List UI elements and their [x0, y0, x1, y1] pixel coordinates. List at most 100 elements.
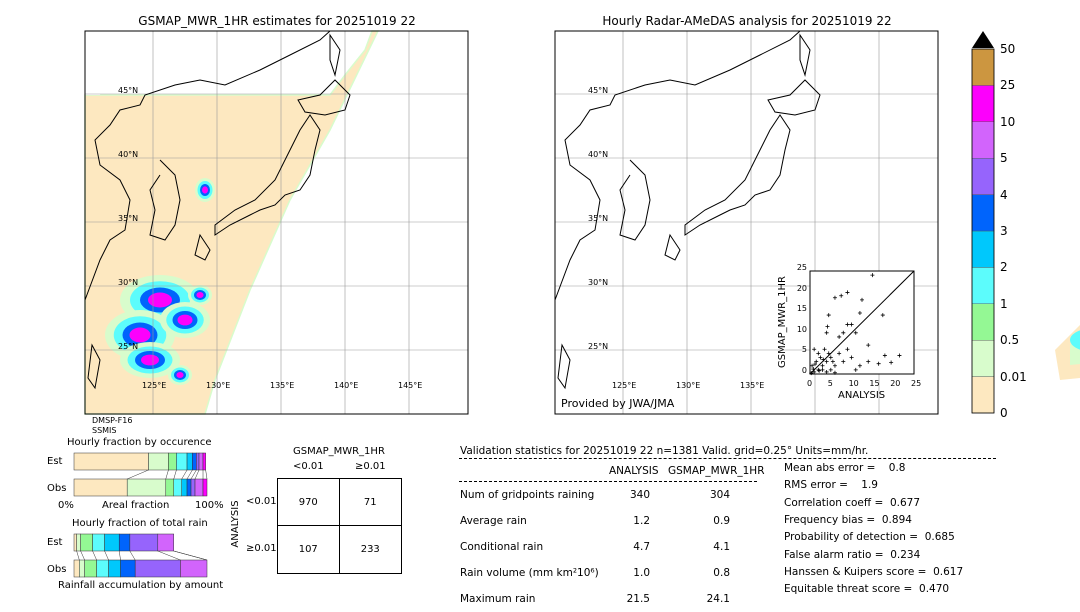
scatter-point	[832, 295, 837, 300]
scatter-point	[828, 355, 833, 360]
scatter-xlabel: ANALYSIS	[838, 390, 886, 401]
row-label-0: <0.01	[246, 496, 277, 507]
coastline	[329, 33, 341, 77]
scatter-point	[824, 359, 829, 364]
occurrence-bar-connector	[205, 469, 208, 480]
occurrence-bar-connector	[173, 469, 177, 480]
occurrence-bar-segment	[176, 452, 188, 471]
coastline	[297, 79, 351, 116]
occurrence-bar-segment	[190, 478, 196, 497]
scatter-point	[816, 351, 821, 356]
colorbar-segment	[971, 340, 995, 377]
scatter-point	[821, 357, 826, 362]
occ-x-min: 0%	[58, 500, 74, 511]
scatter-point	[841, 330, 846, 335]
contingency-title: GSMAP_MWR_1HR	[293, 446, 385, 457]
colorbar-segment	[971, 121, 995, 159]
scatter-point	[839, 293, 844, 298]
scatter-point	[870, 273, 875, 278]
credit-text: Provided by JWA/JMA	[561, 397, 675, 410]
scatter-point	[817, 368, 822, 373]
colorbar-segment	[971, 230, 995, 268]
sensor-type: SSMIS	[92, 426, 117, 435]
scatter-point	[812, 369, 817, 374]
lat-label: 45°N	[588, 86, 609, 95]
row-axis-label: ANALYSIS	[230, 500, 241, 548]
cell-hit: 233	[360, 544, 380, 555]
rain-area	[141, 354, 159, 366]
scatter-point	[820, 363, 825, 368]
coastline	[767, 79, 821, 116]
map-frame	[554, 30, 939, 415]
score-item: Mean abs error = 0.8	[784, 462, 906, 474]
scatter-point	[837, 334, 842, 339]
scatter-xtick: 10	[848, 379, 859, 388]
contingency-table: 970 71 107 233	[277, 478, 402, 574]
rain-area	[202, 186, 208, 194]
rain-area	[196, 292, 204, 298]
scatter-point	[809, 371, 814, 376]
scatter-ylabel: GSMAP_MWR_1HR	[777, 276, 788, 368]
score-item: Frequency bias = 0.894	[784, 513, 912, 526]
lon-label: 145°E	[398, 381, 423, 390]
occurrence-bar-segment	[73, 478, 128, 497]
lon-label: 140°E	[334, 381, 359, 390]
colorbar-tick: 10	[1000, 114, 1016, 129]
occurrence-bar-connector	[181, 469, 188, 480]
coastline	[84, 30, 331, 301]
rain-bar-connector	[129, 550, 136, 561]
score-item: Correlation coeff = 0.677	[784, 496, 920, 509]
scatter-point	[824, 330, 829, 335]
rain-area	[177, 314, 193, 326]
scatter-point	[822, 347, 827, 352]
occurrence-bar-segment	[198, 452, 204, 471]
scatter-point	[832, 370, 837, 375]
scatter-point	[857, 363, 862, 368]
stat-analysis: 340	[629, 489, 650, 501]
coastline	[554, 30, 801, 301]
rain-bar-segment	[76, 533, 81, 552]
rain-bar-segment	[73, 559, 80, 578]
scatter-point	[857, 311, 862, 316]
rain-bar-connector	[104, 550, 109, 561]
coastline	[799, 33, 811, 77]
lon-label: 135°E	[270, 381, 295, 390]
occurrence-bar-segment	[202, 452, 206, 471]
lat-label: 30°N	[118, 278, 139, 287]
scatter-point	[826, 351, 831, 356]
occurrence-bar-segment	[126, 478, 167, 497]
colorbar-tick: 5	[1000, 151, 1008, 166]
rain-bar-connector	[118, 550, 121, 561]
col-gsmap: GSMAP_MWR_1HR	[668, 465, 765, 477]
colorbar-segment	[971, 376, 995, 414]
rain-bar-segment	[120, 559, 136, 578]
cell-false-alarm: 71	[339, 479, 401, 526]
cell-hit-none: 970	[278, 479, 340, 526]
lat-label: 40°N	[118, 150, 139, 159]
scatter-point	[845, 322, 850, 327]
lat-label: 30°N	[588, 278, 609, 287]
scatter-point	[811, 367, 816, 372]
lon-label: 135°E	[740, 381, 765, 390]
colorbar-segment	[971, 194, 995, 232]
scatter-point	[845, 290, 850, 295]
rain-bar-connector	[92, 550, 97, 561]
stat-gsmap: 4.1	[713, 541, 730, 553]
coastline	[194, 233, 211, 261]
sensor-name: DMSP-F16	[92, 416, 133, 425]
lon-label: 125°E	[612, 381, 637, 390]
colorbar-segment	[971, 85, 995, 123]
scatter-xtick: 20	[890, 379, 901, 388]
one-to-one-line	[809, 270, 915, 375]
occurrence-bar-segment	[148, 452, 169, 471]
col-label-0: <0.01	[293, 461, 324, 472]
scatter-point	[812, 347, 817, 352]
occurrence-bar-connector	[190, 469, 197, 480]
rain-bar-segment	[84, 559, 97, 578]
colorbar-tick: 4	[1000, 187, 1008, 202]
rain-bar-segment	[129, 533, 159, 552]
rain-bar-segment	[180, 559, 208, 578]
rain-bar-segment	[134, 559, 181, 578]
scatter-point	[866, 359, 871, 364]
stat-label: Rain volume (mm km²10⁶)	[460, 567, 599, 579]
